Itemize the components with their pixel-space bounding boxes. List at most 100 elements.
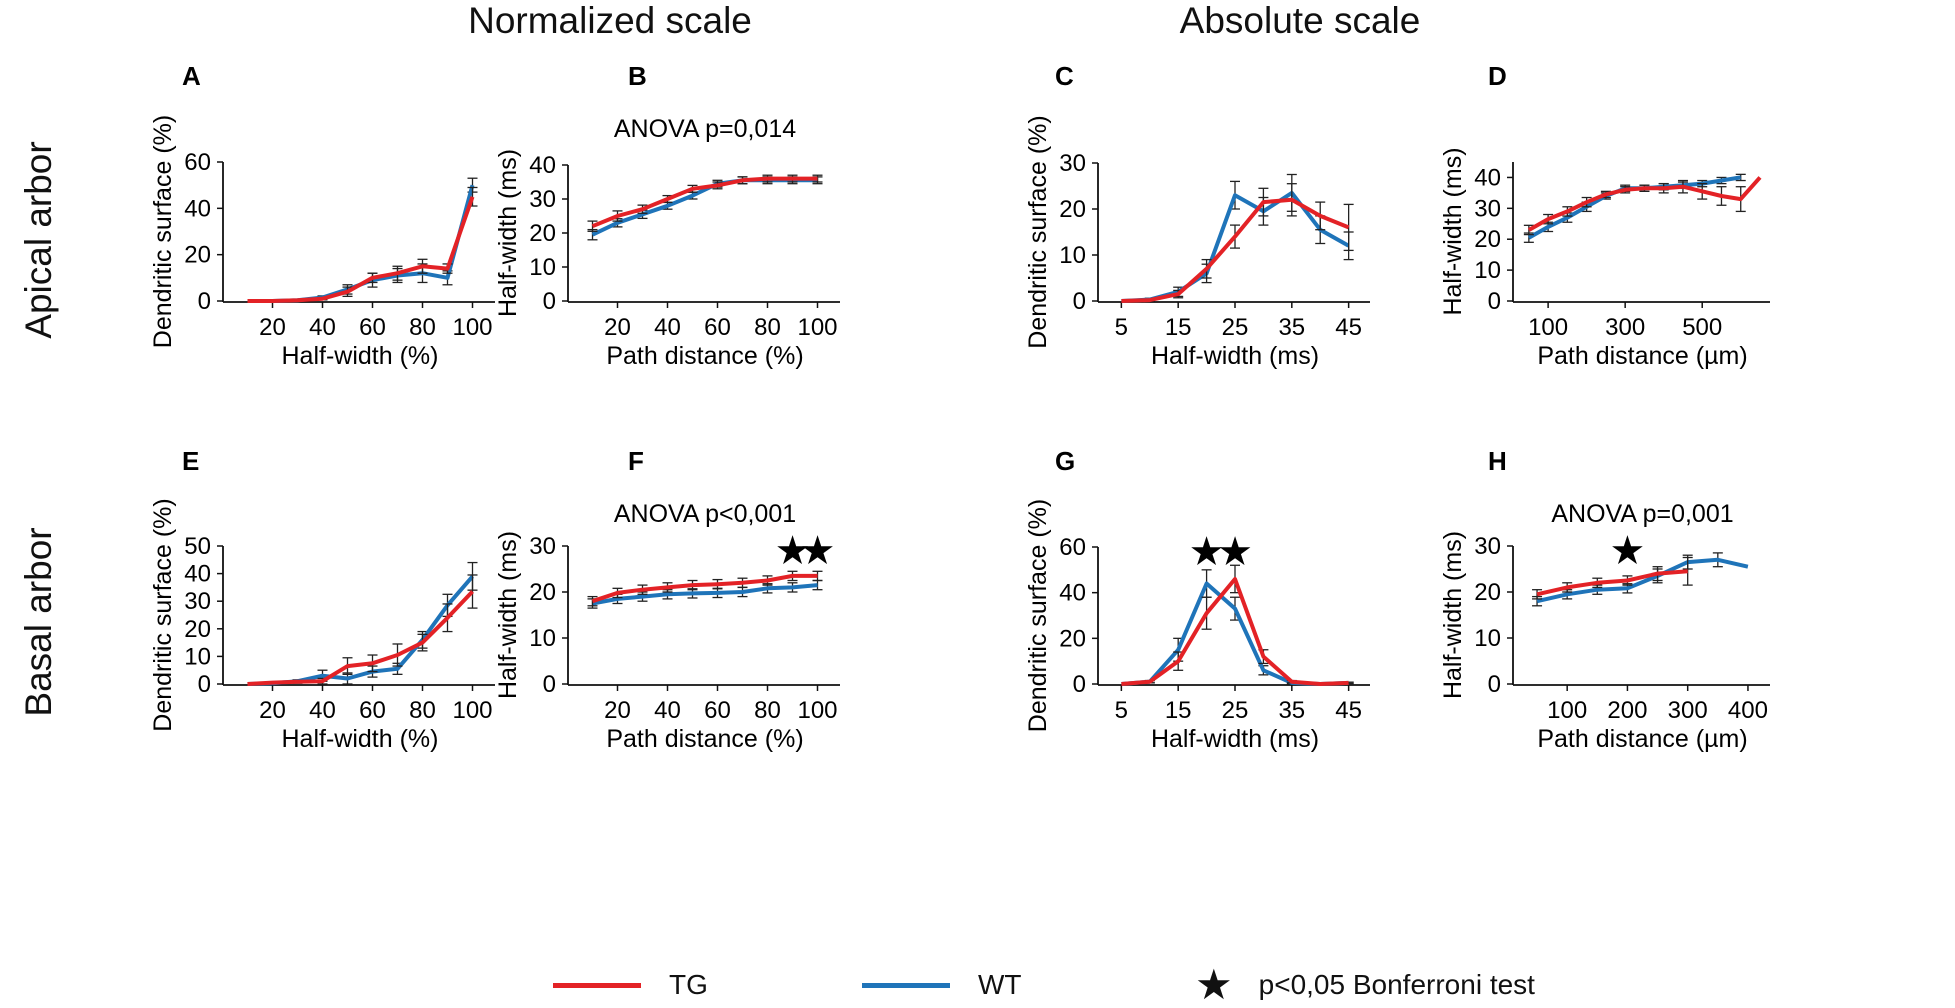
- panel-e-letter: E: [182, 446, 199, 476]
- panel-b-letter: B: [628, 61, 647, 91]
- panel-g: G 0 20 40 60 5 15 25 35 45 Half-width (ms) Dendriti…: [1024, 446, 1370, 753]
- panel-e-x-tick-label: 60: [359, 697, 386, 724]
- panel-b-y-label: Half-width (ms): [494, 149, 522, 317]
- panel-a-x-tick-label: 60: [359, 314, 386, 341]
- legend-item-tg: TG: [553, 965, 708, 1005]
- panel-f-star-icon: ★: [800, 529, 836, 573]
- panel-c-series-tg: [1121, 183, 1354, 303]
- panel-d-y-tick-label: 30: [1474, 195, 1501, 222]
- panel-h-series-tg: [1532, 556, 1693, 600]
- panel-e-y-tick-label: 30: [184, 588, 211, 615]
- panel-a-y-tick-label: 0: [198, 288, 211, 315]
- panel-g-x-tick-label: 45: [1335, 697, 1362, 724]
- panel-d-wt-line: [1527, 175, 1742, 240]
- panel-c-series-wt: [1121, 173, 1354, 303]
- panel-a-x-label: Half-width (%): [282, 342, 439, 370]
- panel-c-x-tick-label: 25: [1222, 314, 1249, 341]
- panel-g-tg-line: [1121, 577, 1349, 686]
- panel-b-x-tick-label: 20: [604, 314, 631, 341]
- panel-f-wt-line: [592, 583, 818, 606]
- panel-d-y-tick-label: 40: [1474, 164, 1501, 191]
- legend-item-wt: WT: [862, 965, 1022, 1005]
- panel-b-series-tg: [587, 174, 823, 232]
- panel-e-y-tick-label: 10: [184, 643, 211, 670]
- panel-f-tg-line: [591, 573, 818, 604]
- panel-h-annotation: ANOVA p=0,001: [1551, 500, 1733, 528]
- panel-d-series-wt: [1523, 173, 1746, 243]
- panel-a-y-tick-label: 60: [184, 149, 211, 176]
- panel-h-letter: H: [1488, 446, 1507, 476]
- panel-g-x-tick-label: 15: [1165, 697, 1192, 724]
- legend-tg-line: [553, 982, 641, 988]
- panel-g-letter: G: [1055, 446, 1075, 476]
- panel-e-tg-line: [247, 590, 474, 686]
- panel-a-y-tick-label: 40: [184, 195, 211, 222]
- panel-d-y-tick-label: 0: [1488, 288, 1501, 315]
- panel-d-y-label: Half-width (ms): [1439, 147, 1467, 315]
- panel-e-x-tick-label: 40: [309, 697, 336, 724]
- panel-a-y-tick-label: 20: [184, 242, 211, 269]
- panel-h-tg-line: [1536, 569, 1688, 597]
- panel-f-series-tg: [587, 570, 823, 607]
- panel-c-letter: C: [1055, 61, 1074, 91]
- panel-c-y-label: Dendritic surface (%): [1024, 115, 1052, 348]
- panel-f-y-tick-label: 20: [529, 579, 556, 606]
- panel-b-x-tick-label: 40: [654, 314, 681, 341]
- panel-c-y-tick-label: 20: [1059, 196, 1086, 223]
- panel-d-series-tg: [1523, 176, 1762, 236]
- panel-f-x-tick-label: 40: [654, 697, 681, 724]
- panel-a: A 0 20 40 60 20 40 60 80 100 Half-width (%) Dendrit…: [149, 61, 495, 370]
- panel-c-x-tick-label: 45: [1335, 314, 1362, 341]
- legend-tg-label: TG: [669, 969, 708, 1000]
- panel-g-y-tick-label: 60: [1059, 534, 1086, 561]
- panel-a-y-label: Dendritic surface (%): [149, 115, 177, 348]
- column-header-absolute: Absolute scale: [1179, 0, 1421, 41]
- panel-g-y-tick-label: 0: [1073, 671, 1086, 698]
- panel-a-x-tick-label: 40: [309, 314, 336, 341]
- panel-g-y-label: Dendritic surface (%): [1024, 499, 1052, 732]
- panel-d-tg-line: [1527, 176, 1762, 232]
- panel-g-star-icon: ★: [1189, 530, 1225, 574]
- panel-a-series-tg: [247, 186, 478, 303]
- panel-h-wt-line: [1536, 557, 1749, 604]
- panel-g-x-tick-label: 25: [1222, 697, 1249, 724]
- panel-a-letter: A: [182, 61, 201, 91]
- panel-h-y-tick-label: 0: [1488, 671, 1501, 698]
- panel-h-y-tick-label: 10: [1474, 625, 1501, 652]
- panel-c-x-tick-label: 5: [1115, 314, 1128, 341]
- panel-e-y-tick-label: 40: [184, 561, 211, 588]
- panel-b-x-tick-label: 60: [704, 314, 731, 341]
- panel-b-x-label: Path distance (%): [606, 342, 803, 370]
- panel-d-x-label: Path distance (µm): [1537, 342, 1747, 370]
- panel-a-tg-line: [247, 196, 475, 303]
- panel-h-y-tick-label: 30: [1474, 533, 1501, 560]
- panel-c-y-tick-label: 0: [1073, 288, 1086, 315]
- panel-c-y-tick-label: 10: [1059, 242, 1086, 269]
- panel-b-y-tick-label: 10: [529, 254, 556, 281]
- panel-h-y-label: Half-width (ms): [1439, 531, 1467, 699]
- panel-g-x-tick-label: 35: [1278, 697, 1305, 724]
- panel-b-y-tick-label: 40: [529, 152, 556, 179]
- panel-a-x-tick-label: 100: [452, 314, 492, 341]
- panel-h-x-tick-label: 400: [1728, 697, 1768, 724]
- panel-h-x-tick-label: 200: [1607, 697, 1647, 724]
- panel-f-annotation: ANOVA p<0,001: [614, 500, 796, 528]
- panel-e-wt-line: [247, 575, 475, 686]
- panel-f-x-label: Path distance (%): [606, 725, 803, 753]
- panel-f-y-label: Half-width (ms): [494, 531, 522, 699]
- panel-e-x-tick-label: 20: [259, 697, 286, 724]
- panel-d-y-tick-label: 10: [1474, 257, 1501, 284]
- panel-f-x-tick-label: 60: [704, 697, 731, 724]
- panel-f-x-tick-label: 80: [754, 697, 781, 724]
- panel-b-y-tick-label: 0: [543, 288, 556, 315]
- panel-g-series-tg: [1121, 564, 1354, 686]
- panel-d-x-tick-label: 500: [1682, 314, 1722, 341]
- panel-c-tg-line: [1121, 197, 1350, 303]
- panel-e-x-tick-label: 100: [452, 697, 492, 724]
